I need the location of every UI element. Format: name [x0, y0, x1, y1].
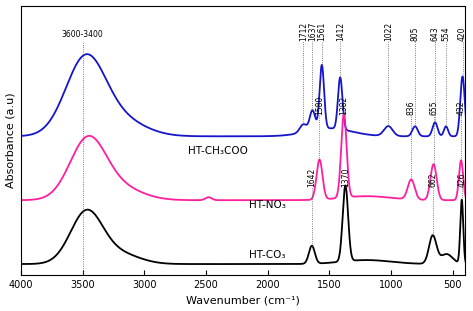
Text: 1561: 1561 — [317, 22, 326, 41]
Text: 836: 836 — [407, 100, 416, 115]
Text: 805: 805 — [411, 26, 420, 41]
Text: 1637: 1637 — [308, 21, 317, 41]
Text: HT-CH₃COO: HT-CH₃COO — [188, 146, 248, 156]
Text: 662: 662 — [428, 172, 437, 187]
Text: 643: 643 — [430, 26, 439, 41]
Text: 655: 655 — [429, 100, 438, 115]
Text: 1022: 1022 — [384, 22, 393, 41]
Text: 1642: 1642 — [307, 167, 316, 187]
Text: HT-NO₃: HT-NO₃ — [249, 200, 286, 210]
Text: 1580: 1580 — [315, 95, 324, 115]
Text: 3600-3400: 3600-3400 — [62, 30, 104, 39]
Text: 1412: 1412 — [336, 22, 345, 41]
X-axis label: Wavenumber (cm⁻¹): Wavenumber (cm⁻¹) — [186, 295, 300, 305]
Text: 554: 554 — [441, 26, 450, 41]
Text: 426: 426 — [457, 172, 466, 187]
Text: 432: 432 — [456, 100, 465, 115]
Text: 1712: 1712 — [299, 22, 308, 41]
Text: 1370: 1370 — [341, 167, 350, 187]
Text: 420: 420 — [458, 26, 467, 41]
Y-axis label: Absorbance (a.u): Absorbance (a.u) — [6, 92, 16, 188]
Text: HT-CO₃: HT-CO₃ — [249, 250, 286, 260]
Text: 1382: 1382 — [340, 95, 349, 115]
